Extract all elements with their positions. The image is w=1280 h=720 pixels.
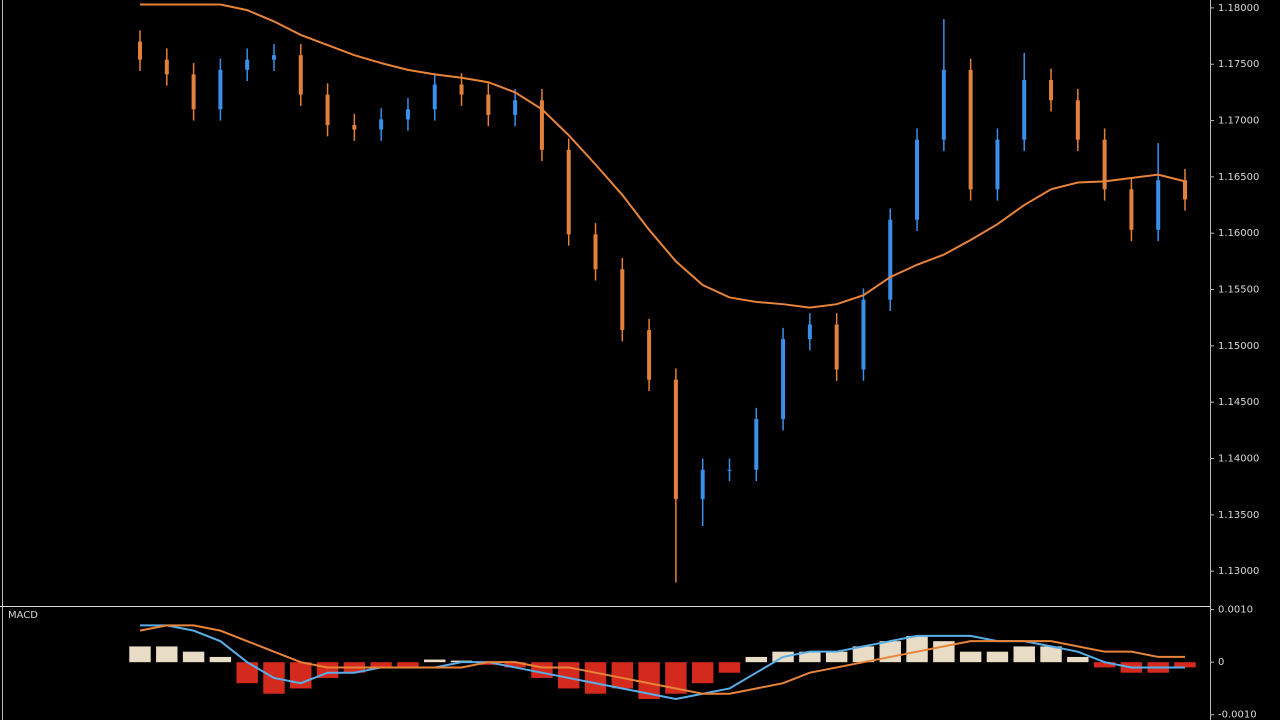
y-tick-label: 1.17000 [1218,116,1259,127]
histogram-bar [477,662,500,665]
candle-body [915,139,920,220]
y-tick-label: 1.13000 [1218,566,1259,577]
moving-average [140,3,1186,309]
histogram-bar [156,646,178,663]
y-tick-label: 1.18000 [1218,3,1259,14]
histogram-bar [906,635,928,663]
histogram-bar [1067,656,1089,663]
candle-body [191,74,196,110]
y-tick-label: 1.16500 [1218,172,1259,183]
histogram-bar [558,662,580,689]
histogram-bar [986,651,1009,663]
candle-body [807,324,812,340]
histogram-bar [1093,662,1116,668]
y-tick-label: 1.14000 [1218,454,1259,465]
histogram-bar [933,641,955,663]
histogram-bar [745,656,767,663]
candle-body [1049,79,1054,101]
y-tick-label: 1.17500 [1218,59,1259,70]
histogram-bar [1174,662,1196,668]
candle-body [432,84,437,110]
histogram-bar [691,662,714,684]
histogram-bar [718,662,741,673]
y-tick-label: 1.16000 [1218,228,1259,239]
histogram-bar [236,662,258,684]
histogram-bar [424,659,446,663]
histogram-bar [129,646,151,663]
y-tick-label: 1.15000 [1218,341,1259,352]
candle-body [968,69,973,190]
candle-body [754,419,759,470]
histogram-bar [825,651,848,663]
histogram-bar [290,662,312,689]
candle-body [513,100,518,115]
candle-body [1075,100,1080,140]
histogram-bar [209,656,232,663]
signal-line [139,624,1185,695]
y-tick-label: 1.15500 [1218,285,1259,296]
candle-body [995,139,1000,190]
candle-body [164,59,169,75]
histogram-bar [665,662,687,694]
indicator-title: MACD [8,610,38,621]
candle-body [325,94,330,126]
histogram-bar [397,662,419,668]
candle-body [673,379,678,500]
candle-body [620,269,625,331]
candle-body [727,469,732,471]
candle-body [941,69,946,140]
histogram-bar [1013,646,1035,663]
histogram-bar [879,641,901,663]
candle-body [218,69,223,110]
candle-body [861,299,866,370]
candle-body [271,55,276,60]
candle-body [1102,139,1107,190]
histogram-bar [504,662,526,668]
candle-body [459,84,464,95]
histogram-bar [611,662,634,689]
y-tick-label: -0.0010 [1218,710,1257,720]
candle-body [781,339,786,420]
y-tick-label: 0.0010 [1218,605,1253,616]
histogram-bar [799,651,821,663]
candle-body [539,100,544,150]
candle-body [298,55,303,95]
candle-body [245,59,250,70]
y-tick-label: 0 [1218,657,1224,668]
candle-body [1129,189,1134,230]
candle-body [647,330,652,380]
candle-body [352,125,357,130]
histogram-bar [531,662,553,678]
histogram-bar [1040,646,1062,663]
candle-body [1183,180,1187,200]
candle-body [888,219,893,300]
histogram-bar [852,646,875,663]
y-tick-label: 1.14500 [1218,397,1259,408]
candle-body [566,149,571,235]
candle-body [700,469,705,500]
candle-body [486,94,491,115]
histogram-bar [584,662,607,694]
candle-body [1022,79,1027,140]
candle-body [1156,180,1161,230]
candle-body [405,109,410,120]
candle-body [379,119,384,130]
histogram-bar [370,662,392,668]
candle-body [138,41,142,60]
candle-body [834,324,839,370]
y-tick-label: 1.13500 [1218,510,1259,521]
histogram-bar [638,662,660,699]
histogram-bar [959,651,982,663]
candle-body [593,234,598,270]
histogram-bar [182,651,205,663]
